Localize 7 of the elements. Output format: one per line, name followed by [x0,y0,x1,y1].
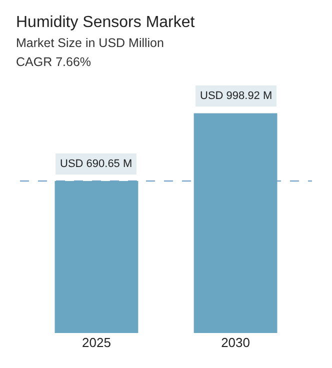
chart-title: Humidity Sensors Market [16,14,196,31]
x-tick-label: 2025 [82,335,111,350]
x-tick-label: 2030 [221,335,250,350]
chart-subtitle: Market Size in USD Million [16,36,164,50]
data-label: USD 998.92 M [200,90,272,102]
text: CAGR 7.66% [16,55,92,69]
data-label: USD 690.65 M [60,158,132,170]
